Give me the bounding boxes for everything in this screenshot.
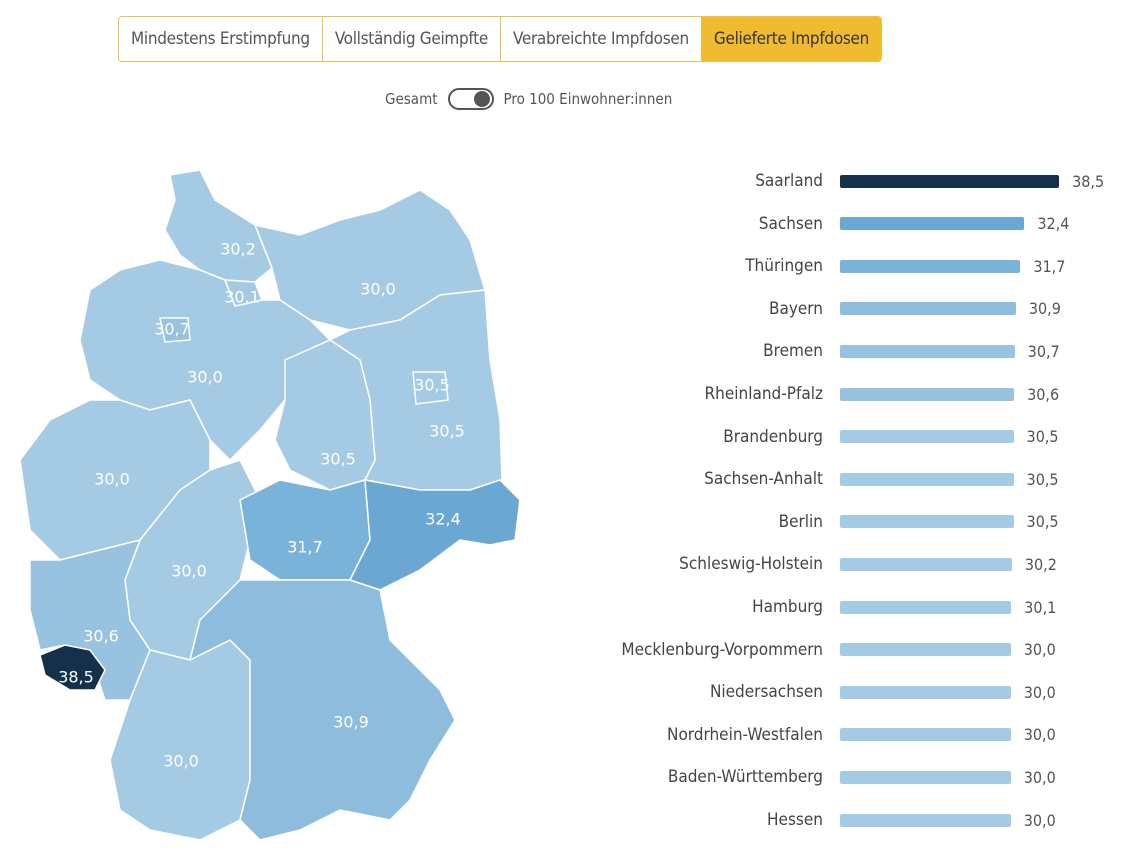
map-state-bayern[interactable] — [188, 579, 456, 841]
map-state-thueringen[interactable] — [239, 479, 371, 581]
bar-value: 30,5 — [1026, 512, 1059, 532]
bar-value: 30,9 — [1028, 299, 1061, 319]
bar-row-hamburg[interactable]: Hamburg 30,1 — [560, 596, 1146, 618]
bar-value: 30,5 — [1026, 427, 1059, 447]
map-value-niedersachsen: 30,0 — [187, 368, 223, 387]
bar-row-berlin[interactable]: Berlin 30,5 — [560, 511, 1146, 533]
map-value-brandenburg: 30,5 — [429, 422, 465, 441]
toggle-right-label: Pro 100 Einwohner:innen — [503, 90, 673, 108]
bar-hamburg[interactable] — [840, 600, 1012, 614]
bar-label: Sachsen-Anhalt — [704, 469, 823, 490]
bar-brandenburg[interactable] — [840, 430, 1014, 444]
bar-value: 30,0 — [1023, 725, 1056, 745]
bar-label: Hamburg — [752, 597, 823, 617]
bar-label: Nordrhein-Westfalen — [667, 724, 823, 745]
bar-saarland[interactable] — [840, 174, 1060, 188]
bar-row-rheinland-pfalz[interactable]: Rheinland-Pfalz 30,6 — [560, 383, 1146, 405]
map-state-hamburg[interactable] — [223, 279, 264, 307]
bar-value: 30,2 — [1024, 554, 1057, 574]
bar-label: Sachsen — [758, 213, 823, 234]
bar-value: 31,7 — [1033, 256, 1066, 276]
map-value-thueringen: 31,7 — [287, 538, 323, 557]
map-value-bremen: 30,7 — [154, 320, 190, 339]
bar-row-brandenburg[interactable]: Brandenburg 30,5 — [560, 426, 1146, 448]
map-value-sachsen-anhalt: 30,5 — [320, 450, 356, 469]
germany-map: 30,2 30,0 30,0 30,1 30,7 30,5 30,5 30,5 30,0 30,0… — [19, 169, 521, 841]
bar-schleswig-holstein[interactable] — [840, 557, 1012, 571]
bar-row-schleswig-holstein[interactable]: Schleswig-Holstein 30,2 — [560, 553, 1146, 575]
map-state-saarland[interactable] — [39, 644, 106, 691]
bar-baden-wuerttemberg[interactable] — [840, 770, 1011, 784]
tab-vollstaendig-geimpfte[interactable]: Vollständig Geimpfte — [322, 17, 501, 61]
map-value-sachsen: 32,4 — [425, 510, 461, 529]
map-value-berlin: 30,5 — [414, 376, 450, 395]
bar-row-sachsen[interactable]: Sachsen 32,4 — [560, 213, 1146, 235]
bar-label: Berlin — [778, 511, 823, 532]
bar-row-bremen[interactable]: Bremen 30,7 — [560, 340, 1146, 362]
map-state-mecklenburg-vorpommern[interactable] — [253, 189, 486, 331]
bar-value: 32,4 — [1037, 214, 1070, 234]
map-state-bremen[interactable] — [159, 317, 191, 343]
bar-label: Bremen — [763, 341, 823, 362]
map-state-berlin[interactable] — [412, 371, 449, 405]
bar-label: Mecklenburg-Vorpommern — [621, 639, 823, 660]
bar-berlin[interactable] — [840, 515, 1014, 529]
bar-row-mecklenburg-vorpommern[interactable]: Mecklenburg-Vorpommern 30,0 — [560, 639, 1146, 661]
bar-value: 30,0 — [1023, 640, 1056, 660]
map-value-rheinland-pfalz: 30,6 — [83, 627, 119, 646]
bar-label: Thüringen — [745, 256, 823, 277]
map-value-schleswig-holstein: 30,2 — [220, 240, 256, 259]
map-value-saarland: 38,5 — [58, 668, 94, 687]
bar-value: 30,0 — [1023, 767, 1056, 787]
map-value-mecklenburg-vorpommern: 30,0 — [360, 280, 396, 299]
bar-label: Brandenburg — [723, 426, 823, 447]
bar-label: Rheinland-Pfalz — [704, 384, 823, 404]
tab-verabreichte-impfdosen[interactable]: Verabreichte Impfdosen — [501, 17, 702, 61]
bar-rheinland-pfalz[interactable] — [840, 387, 1015, 401]
tab-gelieferte-impfdosen[interactable]: Gelieferte Impfdosen — [701, 17, 882, 61]
bar-row-hessen[interactable]: Hessen 30,0 — [560, 809, 1146, 831]
bar-value: 30,1 — [1024, 597, 1057, 617]
bar-hessen[interactable] — [840, 813, 1011, 827]
bar-value: 30,0 — [1023, 682, 1056, 702]
bar-row-sachsen-anhalt[interactable]: Sachsen-Anhalt 30,5 — [560, 468, 1146, 490]
bar-row-saarland[interactable]: Saarland 38,5 — [560, 170, 1146, 192]
bar-thueringen[interactable] — [840, 259, 1021, 273]
toggle-left-label: Gesamt — [385, 90, 438, 108]
bar-label: Baden-Württemberg — [667, 767, 823, 788]
bar-label: Niedersachsen — [709, 682, 823, 703]
bar-row-niedersachsen[interactable]: Niedersachsen 30,0 — [560, 681, 1146, 703]
bar-sachsen-anhalt[interactable] — [840, 472, 1014, 486]
bar-row-baden-wuerttemberg[interactable]: Baden-Württemberg 30,0 — [560, 766, 1146, 788]
bar-label: Schleswig-Holstein — [679, 554, 823, 575]
toggle-knob — [473, 91, 490, 107]
map-value-baden-wuerttemberg: 30,0 — [163, 752, 199, 771]
mode-toggle-row: Gesamt Pro 100 Einwohner:innen — [385, 88, 672, 110]
bar-mecklenburg-vorpommern[interactable] — [840, 643, 1011, 657]
bar-value: 30,5 — [1026, 469, 1059, 489]
bar-row-thueringen[interactable]: Thüringen 31,7 — [560, 255, 1146, 277]
bar-row-bayern[interactable]: Bayern 30,9 — [560, 298, 1146, 320]
bar-label: Bayern — [768, 298, 823, 319]
bar-value: 30,7 — [1027, 341, 1060, 361]
bar-niedersachsen[interactable] — [840, 685, 1011, 699]
mode-toggle-switch[interactable] — [447, 88, 494, 110]
bar-label: Hessen — [767, 810, 823, 830]
map-value-hessen: 30,0 — [171, 562, 207, 581]
bar-value: 38,5 — [1072, 171, 1105, 191]
bar-bremen[interactable] — [840, 344, 1015, 358]
bar-row-nordrhein-westfalen[interactable]: Nordrhein-Westfalen 30,0 — [560, 724, 1146, 746]
bar-label: Saarland — [755, 171, 823, 191]
bar-bayern[interactable] — [840, 302, 1016, 316]
bar-sachsen[interactable] — [840, 217, 1025, 231]
map-value-bayern: 30,9 — [333, 713, 369, 732]
bar-nordrhein-westfalen[interactable] — [840, 728, 1011, 742]
map-value-hamburg: 30,1 — [224, 288, 260, 307]
tab-mindestens-erstimpfung[interactable]: Mindestens Erstimpfung — [119, 17, 323, 61]
map-value-nordrhein-westfalen: 30,0 — [94, 470, 130, 489]
metric-tabs: Mindestens Erstimpfung Vollständig Geimp… — [118, 16, 883, 62]
bar-value: 30,6 — [1027, 384, 1060, 404]
bar-value: 30,0 — [1023, 810, 1056, 830]
map-state-sachsen[interactable] — [348, 479, 521, 591]
